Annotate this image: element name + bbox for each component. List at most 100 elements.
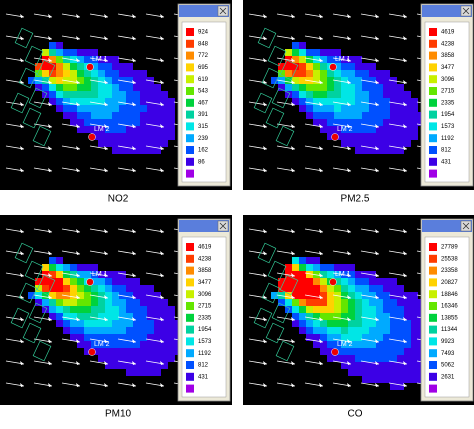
- building: [279, 59, 299, 81]
- legend-value: 20827: [441, 280, 458, 286]
- plume-cell: [355, 147, 362, 154]
- plume-cell: [168, 313, 175, 320]
- plume-cell: [161, 126, 168, 133]
- plume-cell: [369, 140, 376, 147]
- plume-cell: [84, 313, 91, 320]
- plume-cell: [341, 77, 348, 84]
- plume-cell: [334, 320, 341, 327]
- plume-cell: [91, 306, 98, 313]
- legend-swatch: [429, 39, 437, 48]
- plume-cell: [362, 278, 369, 285]
- plume-cell: [334, 271, 341, 278]
- plume-cell: [334, 105, 341, 112]
- plume-cell: [105, 362, 112, 369]
- plume-cell: [299, 105, 306, 112]
- plume-cell: [397, 119, 404, 126]
- wind-arrow-head: [20, 383, 24, 387]
- plume-cell: [397, 133, 404, 140]
- plume-cell: [77, 327, 84, 334]
- plume-cell: [369, 313, 376, 320]
- plume-cell: [84, 327, 91, 334]
- plume-cell: [327, 285, 334, 292]
- plume-cell: [404, 126, 411, 133]
- plume-cell: [355, 119, 362, 126]
- plume-cell: [292, 63, 299, 70]
- plume-cell: [348, 133, 355, 140]
- plume-cell: [105, 140, 112, 147]
- wind-arrow-head: [104, 383, 108, 387]
- plume-cell: [126, 334, 133, 341]
- plume-cell: [98, 292, 105, 299]
- plume-cell: [376, 278, 383, 285]
- plume-cell: [355, 105, 362, 112]
- wind-arrow-head: [76, 168, 80, 172]
- plume-cell: [362, 112, 369, 119]
- plume-cell: [140, 84, 147, 91]
- wind-arrow-head: [104, 36, 108, 40]
- plume-cell: [77, 126, 84, 133]
- plume-cell: [278, 84, 285, 91]
- plume-cell: [376, 355, 383, 362]
- plume-cell: [348, 264, 355, 271]
- plume-cell: [105, 84, 112, 91]
- plume-cell: [292, 292, 299, 299]
- plume-cell: [362, 299, 369, 306]
- plume-cell: [292, 49, 299, 56]
- plume-cell: [327, 84, 334, 91]
- plume-cell: [299, 292, 306, 299]
- plume-cell: [369, 299, 376, 306]
- wind-arrow-head: [76, 146, 80, 150]
- plume-cell: [355, 63, 362, 70]
- wind-arrow-head: [291, 58, 295, 62]
- wind-arrow-head: [160, 339, 164, 343]
- wind-arrow-head: [319, 14, 323, 18]
- legend-value: 2335: [441, 100, 455, 106]
- plume-cell: [133, 147, 140, 154]
- plume-cell: [98, 327, 105, 334]
- wind-arrow-head: [132, 361, 136, 365]
- plume-cell: [42, 278, 49, 285]
- plume-cell: [42, 271, 49, 278]
- plume-cell: [126, 341, 133, 348]
- monitor-point: [88, 133, 96, 141]
- legend-swatch: [429, 28, 437, 36]
- plume-cell: [285, 278, 292, 285]
- plume-cell: [98, 355, 105, 362]
- wind-arrow-head: [48, 229, 52, 233]
- plume-cell: [376, 91, 383, 98]
- wind-arrow-head: [104, 273, 108, 277]
- plume-cell: [404, 369, 411, 376]
- plume-cell: [397, 299, 404, 306]
- plume-cell: [126, 285, 133, 292]
- legend-value: 812: [198, 363, 209, 369]
- legend-value: 3477: [198, 280, 212, 286]
- plume-cell: [91, 56, 98, 63]
- plume-cell: [341, 105, 348, 112]
- legend-value: 3858: [441, 53, 455, 59]
- wind-arrow-head: [319, 168, 323, 172]
- wind-arrow-head: [375, 80, 379, 84]
- wind-arrow-head: [319, 361, 323, 365]
- plume-cell: [390, 383, 397, 390]
- plume-cell: [28, 292, 35, 299]
- legend-value: 23358: [441, 268, 458, 274]
- legend-swatch: [186, 278, 194, 287]
- plume-cell: [285, 306, 292, 313]
- plume-cell: [278, 63, 285, 70]
- plume-cell: [383, 126, 390, 133]
- plume-cell: [369, 341, 376, 348]
- wind-arrow-head: [132, 317, 136, 321]
- plume-cell: [105, 70, 112, 77]
- close-icon: [219, 7, 227, 15]
- plume-cell: [133, 285, 140, 292]
- plume-cell: [313, 341, 320, 348]
- plume-cell: [91, 299, 98, 306]
- plume-cell: [70, 278, 77, 285]
- plume-cell: [306, 70, 313, 77]
- plume-cell: [299, 264, 306, 271]
- legend-value: 3096: [198, 292, 212, 298]
- legend-value: 4238: [198, 256, 212, 262]
- plume-cell: [341, 140, 348, 147]
- wind-arrow-head: [160, 124, 164, 128]
- building: [271, 87, 291, 109]
